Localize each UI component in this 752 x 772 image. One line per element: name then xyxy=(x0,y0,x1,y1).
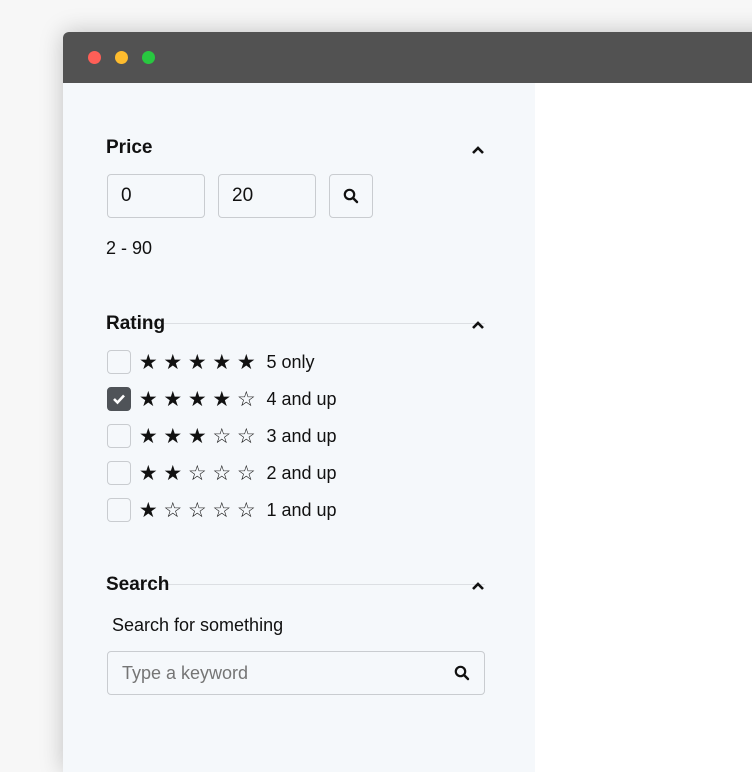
star-outline-icon: ☆ xyxy=(236,424,256,448)
star-outline-icon: ☆ xyxy=(236,461,256,485)
rating-option[interactable]: ★ ★ ★ ★ ☆ 4 and up xyxy=(107,386,337,412)
star-filled-icon: ★ xyxy=(138,350,158,374)
star-filled-icon: ★ xyxy=(187,350,207,374)
star-outline-icon: ☆ xyxy=(212,424,232,448)
rating-option-label: 5 only xyxy=(266,351,315,372)
rating-checkbox[interactable] xyxy=(107,424,131,448)
search-icon xyxy=(343,188,359,204)
close-window-button[interactable] xyxy=(88,51,101,64)
rating-checkbox[interactable] xyxy=(107,350,131,374)
rating-option[interactable]: ★ ★ ★ ☆ ☆ 3 and up xyxy=(107,423,337,449)
star-outline-icon: ☆ xyxy=(236,387,256,411)
star-filled-icon: ★ xyxy=(187,387,207,411)
star-outline-icon: ☆ xyxy=(212,498,232,522)
chevron-up-icon[interactable] xyxy=(471,143,485,157)
star-filled-icon: ★ xyxy=(138,461,158,485)
rating-heading: Rating xyxy=(106,313,166,334)
rating-option-label: 2 and up xyxy=(266,462,337,483)
star-outline-icon: ☆ xyxy=(236,498,256,522)
price-heading: Price xyxy=(106,137,153,158)
search-label: Search for something xyxy=(112,615,284,635)
star-filled-icon: ★ xyxy=(138,498,158,522)
star-filled-icon: ★ xyxy=(187,424,207,448)
search-icon[interactable] xyxy=(454,665,470,681)
rating-option[interactable]: ★ ★ ★ ★ ★ 5 only xyxy=(107,349,315,375)
price-range-text: 2 - 90 xyxy=(106,238,153,258)
filter-sidebar: Price 2 - 90 Rating ★★★★★5 only★★★★☆4 an… xyxy=(63,83,535,772)
chevron-up-icon[interactable] xyxy=(471,579,485,593)
browser-window: Price 2 - 90 Rating ★★★★★5 only★★★★☆4 an… xyxy=(63,32,752,772)
rating-checkbox[interactable] xyxy=(107,498,131,522)
rating-option-label: 4 and up xyxy=(266,388,337,409)
zoom-window-button[interactable] xyxy=(142,51,155,64)
rating-option-label: 3 and up xyxy=(266,425,337,446)
rating-checkbox[interactable] xyxy=(107,461,131,485)
divider xyxy=(107,584,485,585)
star-outline-icon: ☆ xyxy=(212,461,232,485)
rating-option-label: 1 and up xyxy=(266,499,337,520)
star-filled-icon: ★ xyxy=(163,461,183,485)
star-filled-icon: ★ xyxy=(163,387,183,411)
price-max-input[interactable] xyxy=(218,174,316,218)
rating-option[interactable]: ★ ☆ ☆ ☆ ☆ 1 and up xyxy=(107,497,337,523)
rating-checkbox[interactable] xyxy=(107,387,131,411)
keyword-search-field[interactable] xyxy=(107,651,485,695)
star-filled-icon: ★ xyxy=(236,350,256,374)
minimize-window-button[interactable] xyxy=(115,51,128,64)
price-search-button[interactable] xyxy=(329,174,373,218)
star-outline-icon: ☆ xyxy=(187,461,207,485)
rating-option[interactable]: ★ ★ ☆ ☆ ☆ 2 and up xyxy=(107,460,337,486)
star-filled-icon: ★ xyxy=(212,387,232,411)
title-bar xyxy=(63,32,752,83)
star-filled-icon: ★ xyxy=(138,424,158,448)
star-filled-icon: ★ xyxy=(163,350,183,374)
checkmark-icon xyxy=(113,394,125,405)
keyword-input[interactable] xyxy=(122,662,422,684)
search-heading: Search xyxy=(106,574,170,595)
chevron-up-icon[interactable] xyxy=(471,318,485,332)
price-min-input[interactable] xyxy=(107,174,205,218)
star-outline-icon: ☆ xyxy=(187,498,207,522)
star-filled-icon: ★ xyxy=(138,387,158,411)
star-filled-icon: ★ xyxy=(212,350,232,374)
star-filled-icon: ★ xyxy=(163,424,183,448)
divider xyxy=(107,323,485,324)
star-outline-icon: ☆ xyxy=(163,498,183,522)
